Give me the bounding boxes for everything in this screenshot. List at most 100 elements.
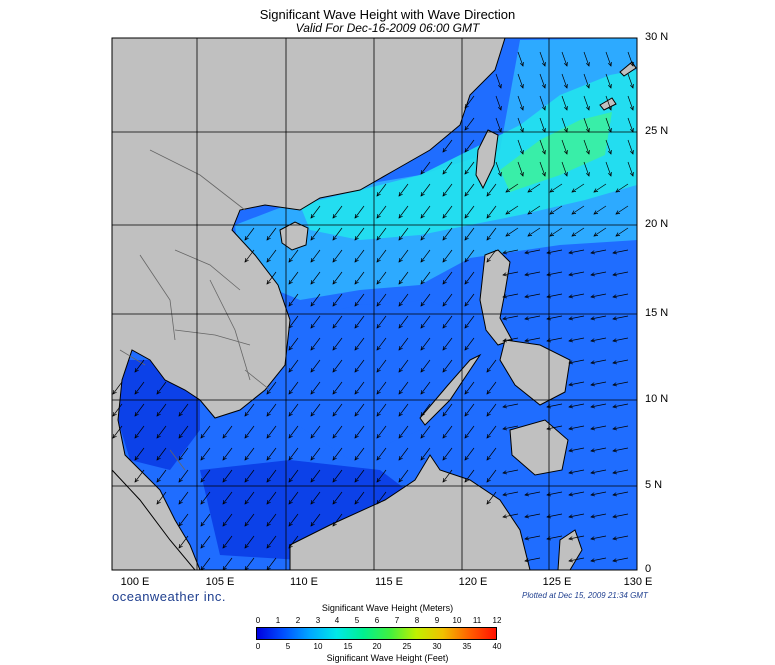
direction-arrowhead <box>288 522 293 527</box>
direction-arrow <box>486 403 497 417</box>
feet-tick: 25 <box>402 642 412 651</box>
direction-arrow <box>156 425 167 439</box>
direction-arrowhead <box>502 514 507 519</box>
direction-arrowhead <box>354 302 359 307</box>
direction-arrowhead <box>376 500 381 505</box>
direction-arrowhead <box>612 316 617 321</box>
direction-arrowhead <box>398 346 403 351</box>
direction-arrowhead <box>288 302 293 307</box>
direction-arrow <box>612 337 629 342</box>
direction-arrow <box>593 183 607 193</box>
brand-logo-text: oceanweather inc. <box>112 589 227 604</box>
direction-arrowhead <box>612 360 617 365</box>
direction-arrow <box>200 557 211 570</box>
plotted-timestamp: Plotted at Dec 15, 2009 21:34 GMT <box>522 591 648 600</box>
direction-arrow <box>200 535 211 549</box>
direction-arrowhead <box>354 258 359 263</box>
direction-arrow <box>605 51 612 67</box>
direction-arrowhead <box>519 61 524 67</box>
direction-arrowhead <box>266 478 271 483</box>
direction-arrowhead <box>629 149 634 155</box>
direction-arrowhead <box>244 500 249 505</box>
meters-tick: 4 <box>334 616 340 625</box>
direction-arrowhead <box>590 470 595 475</box>
direction-arrowhead <box>568 294 573 299</box>
direction-arrowhead <box>486 500 491 505</box>
direction-arrowhead <box>134 434 139 439</box>
direction-arrow <box>568 535 585 540</box>
direction-arrowhead <box>442 324 447 329</box>
direction-arrow <box>495 161 502 177</box>
direction-arrowhead <box>332 412 337 417</box>
direction-arrow <box>332 447 343 461</box>
direction-arrow <box>354 425 365 439</box>
direction-arrowhead <box>502 250 507 255</box>
direction-arrow <box>486 183 497 197</box>
direction-arrowhead <box>332 214 337 219</box>
land-sumatra <box>112 469 196 570</box>
direction-arrow <box>266 557 277 570</box>
direction-arrowhead <box>502 294 507 299</box>
direction-arrow <box>546 425 563 430</box>
direction-arrowhead <box>442 302 447 307</box>
direction-arrow <box>502 293 519 298</box>
direction-arrowhead <box>549 210 555 215</box>
direction-arrowhead <box>486 478 491 483</box>
direction-arrowhead <box>222 522 227 527</box>
direction-arrowhead <box>629 105 634 111</box>
direction-arrow <box>539 117 546 133</box>
direction-arrow <box>398 183 409 197</box>
direction-arrow <box>310 403 321 417</box>
direction-arrowhead <box>442 346 447 351</box>
direction-arrowhead <box>420 280 425 285</box>
direction-arrow <box>398 425 409 439</box>
lat-lon-grid <box>112 38 637 570</box>
direction-arrow <box>266 535 277 549</box>
direction-arrow <box>420 381 431 395</box>
direction-arrow <box>517 161 524 177</box>
direction-arrow <box>583 51 590 67</box>
direction-arrow <box>590 557 607 562</box>
direction-arrowhead <box>524 316 529 321</box>
direction-arrowhead <box>178 412 183 417</box>
direction-arrow <box>546 315 563 320</box>
direction-arrow <box>354 337 365 351</box>
direction-arrow <box>288 249 299 263</box>
direction-arrow <box>310 513 321 527</box>
direction-arrow <box>561 73 568 89</box>
direction-arrowhead <box>310 214 315 219</box>
direction-arrow <box>568 315 585 320</box>
direction-arrowhead <box>244 478 249 483</box>
direction-arrowhead <box>464 170 469 175</box>
direction-arrowhead <box>527 188 533 193</box>
direction-arrow <box>546 249 563 254</box>
feet-tick: 20 <box>372 642 382 651</box>
direction-arrow <box>627 95 634 111</box>
direction-arrowhead <box>200 434 205 439</box>
direction-arrow <box>524 491 541 496</box>
direction-arrowhead <box>222 544 227 549</box>
direction-arrow <box>442 293 453 307</box>
direction-arrowhead <box>244 412 249 417</box>
direction-arrowhead <box>505 232 511 237</box>
direction-arrow <box>442 469 453 483</box>
direction-arrowhead <box>332 280 337 285</box>
direction-arrow <box>502 315 519 320</box>
direction-arrowhead <box>607 61 612 67</box>
direction-arrow <box>486 249 497 263</box>
direction-arrow <box>288 513 299 527</box>
lon-label-125e: 125 E <box>542 576 572 588</box>
direction-arrowhead <box>398 390 403 395</box>
direction-arrowhead <box>266 434 271 439</box>
direction-arrowhead <box>612 514 617 519</box>
direction-arrow <box>549 205 563 215</box>
meters-tick: 7 <box>394 616 400 625</box>
meters-tick: 5 <box>354 616 360 625</box>
direction-arrowhead <box>519 149 524 155</box>
direction-arrowhead <box>266 258 271 263</box>
direction-arrowhead <box>590 426 595 431</box>
direction-arrow <box>561 51 568 67</box>
direction-arrow <box>612 513 629 518</box>
direction-arrow <box>266 513 277 527</box>
direction-arrow <box>571 227 585 237</box>
